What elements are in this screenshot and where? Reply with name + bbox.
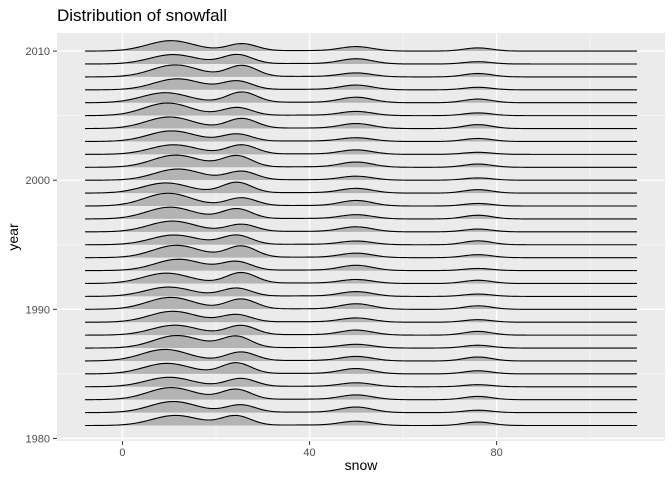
ridge-line-2010 xyxy=(85,40,637,52)
ridge-fill-1988 xyxy=(85,325,637,336)
ridge-line-2008 xyxy=(85,64,637,78)
ridge-line-1985 xyxy=(85,362,637,375)
ridge-fill-1992 xyxy=(85,272,637,284)
y-tick-label: 2010 xyxy=(26,46,50,58)
x-axis: 0 40 80 xyxy=(119,441,503,459)
ridge-line-2000 xyxy=(85,168,637,181)
ridge-line-1996 xyxy=(85,220,637,233)
y-tick-label: 1990 xyxy=(26,304,50,316)
ridge-line-1988 xyxy=(85,324,637,336)
x-axis-title: snow xyxy=(345,457,379,473)
ridge-line-1991 xyxy=(85,286,637,297)
ridge-line-2006 xyxy=(85,91,637,104)
ridge-line-1993 xyxy=(85,258,637,272)
ridge-fill-2003 xyxy=(85,130,637,142)
ridge-line-1986 xyxy=(85,348,637,362)
ridge-fill-2007 xyxy=(85,78,637,90)
ridge-fill-1996 xyxy=(85,221,637,232)
ridge-line-1998 xyxy=(85,192,637,207)
ridge-fill-1991 xyxy=(85,287,637,297)
ridge-fill-2008 xyxy=(85,64,637,77)
y-axis-title: year xyxy=(5,223,21,251)
y-tick-label: 2000 xyxy=(26,175,50,187)
ridge-line-1982 xyxy=(85,400,637,414)
ridge-fill-1982 xyxy=(85,401,637,413)
ridge-fill-1985 xyxy=(85,362,637,374)
ridge-line-1987 xyxy=(85,334,637,349)
ridge-line-2002 xyxy=(85,144,637,155)
ridge-line-1983 xyxy=(85,387,637,401)
ridge-fill-2001 xyxy=(85,155,637,168)
ridge-fill-1984 xyxy=(85,377,637,387)
x-tick-label: 80 xyxy=(491,447,503,459)
ridge-line-2009 xyxy=(85,53,637,65)
chart-title: Distribution of snowfall xyxy=(57,6,227,25)
y-axis: 1980 1990 2000 2010 xyxy=(26,46,57,445)
ridge-line-2001 xyxy=(85,154,637,168)
ridge-fill-2000 xyxy=(85,169,637,181)
ridge-fill-1986 xyxy=(85,349,637,361)
ridge-line-1999 xyxy=(85,181,637,194)
ridge-line-1984 xyxy=(85,376,637,388)
plot-panel xyxy=(57,33,665,441)
ridge-line-2003 xyxy=(85,130,637,143)
ridge-fill-2002 xyxy=(85,144,637,155)
y-tick-label: 1980 xyxy=(26,433,50,445)
ridge-fill-1990 xyxy=(85,297,637,310)
ridge-fill-2010 xyxy=(85,40,637,52)
ridge-line-1994 xyxy=(85,244,637,259)
ridge-fill-1989 xyxy=(85,311,637,323)
ridge-line-1981 xyxy=(85,414,637,427)
x-tick-label: 40 xyxy=(303,447,315,459)
ridge-line-2004 xyxy=(85,116,637,130)
ridge-fill-1997 xyxy=(85,207,637,219)
density-ridges xyxy=(85,40,637,427)
ridge-fill-2004 xyxy=(85,116,637,129)
ridge-fill-2005 xyxy=(85,103,637,116)
ridge-fill-1993 xyxy=(85,259,637,271)
ridge-line-1995 xyxy=(85,234,637,246)
ridge-line-1989 xyxy=(85,310,637,323)
ridge-fill-1999 xyxy=(85,182,637,194)
ridge-line-1997 xyxy=(85,206,637,220)
x-tick-label: 0 xyxy=(119,447,125,459)
ridge-line-1990 xyxy=(85,296,637,310)
ridge-fill-1983 xyxy=(85,387,637,400)
ridge-line-1992 xyxy=(85,271,637,285)
ridge-line-2005 xyxy=(85,102,637,117)
ridge-line-2007 xyxy=(85,78,637,91)
ridge-fill-2006 xyxy=(85,91,637,103)
ridge-fill-1998 xyxy=(85,193,637,207)
ridge-fill-1994 xyxy=(85,245,637,258)
